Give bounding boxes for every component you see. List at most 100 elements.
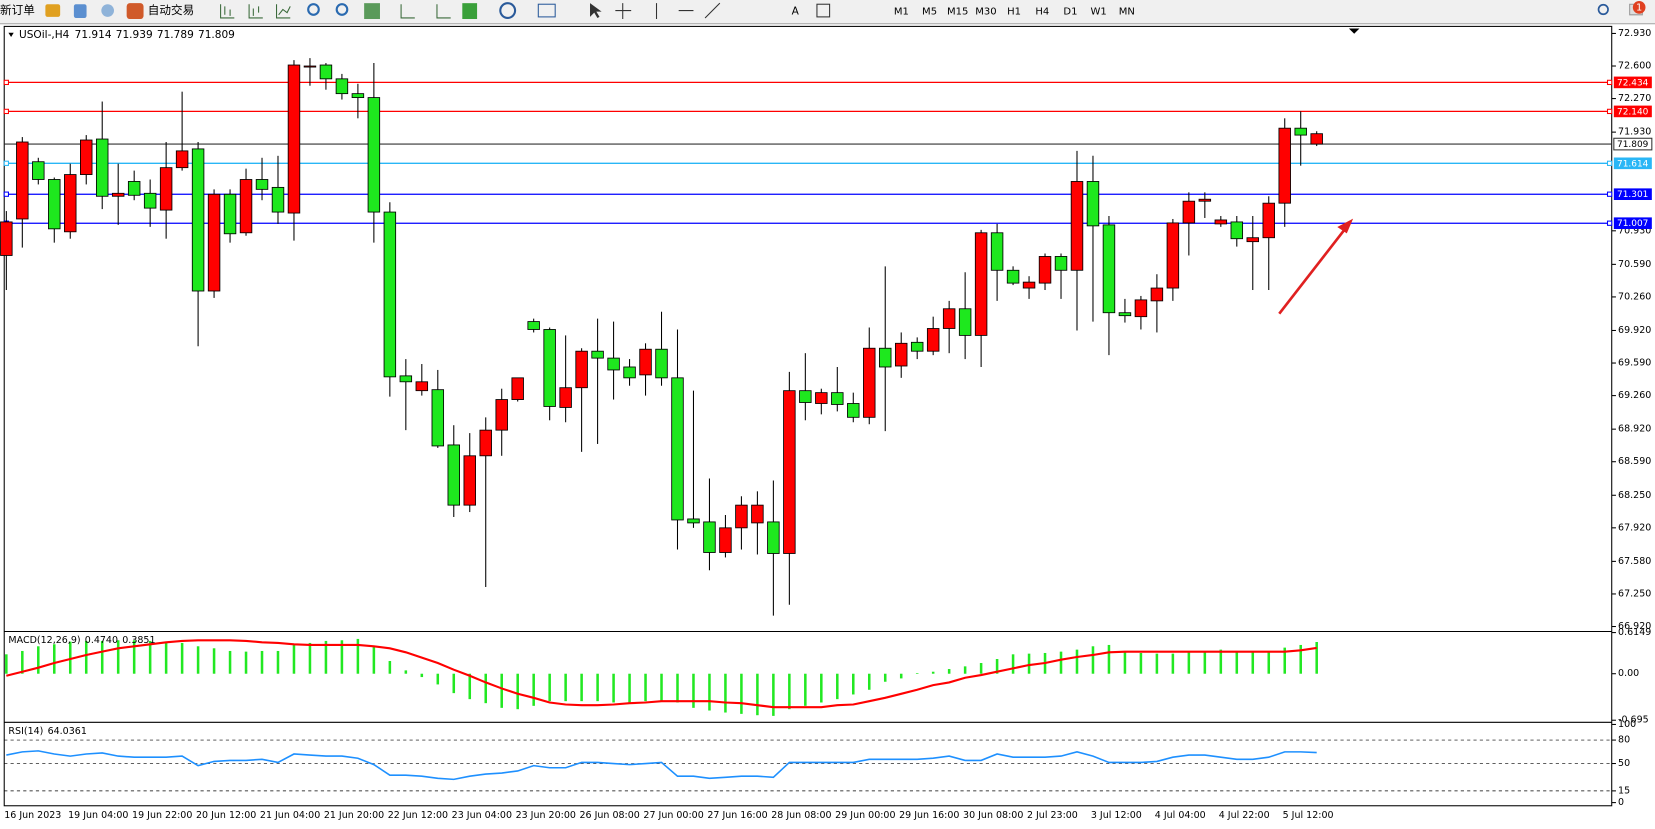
y-tick-label: 67.920 [1618,522,1651,533]
candle-body [1150,287,1164,302]
candle-body [1278,127,1291,204]
timeframe-label[interactable]: M30 [975,7,996,18]
rsi-value: 64.0361 [48,725,87,736]
y-tick-label: 70.930 [1618,225,1651,236]
templates-icon[interactable] [537,3,556,18]
notification-badge[interactable] [1632,1,1646,14]
timeframe-label[interactable]: M5 [922,7,937,18]
candle-body [575,350,588,389]
macd-bar [452,673,456,694]
candle-body [831,392,844,405]
candle-body [559,387,572,408]
candle-body [847,403,860,418]
drawing-tools[interactable] [615,2,721,20]
zoom-in-icon[interactable] [307,3,320,16]
macd-bar [388,661,392,674]
rsi-line [6,750,1317,781]
macd-bar [963,666,967,674]
y-tick-label: 68.590 [1618,456,1651,467]
macd-bar [756,673,759,716]
plot-area: 72.930 72.600 72.270 71.930 70.930 70.590 70.2… [0,28,1653,821]
macd-bar [1283,647,1287,674]
candle-body [1262,202,1275,239]
timeframe-label[interactable]: M15 [947,7,968,18]
toolbar-icon[interactable] [45,4,61,17]
signal-value: 0.3851 [122,634,155,645]
notification-count: 1 [1636,2,1642,13]
timeframe-label[interactable]: H4 [1035,7,1049,18]
search-icon[interactable] [1597,3,1609,16]
timeframe-label[interactable]: M1 [894,7,909,18]
open-value: 71.914 [75,29,112,41]
y-tick-label: 72.270 [1618,93,1651,104]
candle-body [1310,133,1323,145]
new-order-button[interactable]: 新订单 [0,3,35,17]
price-label-box [1613,188,1652,201]
candle-body [511,377,524,400]
label-tool[interactable] [816,3,831,18]
macd-bar [1155,653,1159,674]
annotation-arrow [1278,227,1347,315]
auto-trading-icon[interactable] [126,3,144,20]
candle-body [1054,256,1068,271]
candle-body [607,357,620,371]
macd-bar [740,673,743,714]
macd-bar [292,644,296,674]
candle-body [1246,237,1260,243]
toolbar-icon[interactable] [248,4,263,19]
macd-bar [1203,650,1207,674]
macd-value: 0.4740 [85,634,118,645]
toolbar-icon[interactable] [220,4,235,19]
candle-body [719,527,732,553]
line-handle [1606,160,1613,166]
toolbar-icon[interactable] [276,4,291,19]
toolbar-icon[interactable] [364,3,380,20]
candle-body [799,390,812,403]
zoom-out-icon[interactable] [335,3,349,16]
timeframe-label[interactable]: H1 [1007,7,1021,18]
macd-bar [356,638,360,674]
indicators-icon[interactable] [462,3,478,20]
cursor-icon[interactable] [590,3,602,18]
candle-body [815,392,828,404]
x-tick-label: 19 Jun 22:00 [132,810,192,821]
y-tick-label: 50 [1618,758,1630,769]
line-handle [3,108,9,115]
signal-line [6,639,1317,709]
auto-trading-button[interactable]: 自动交易 [148,3,194,17]
text-tool[interactable]: A [792,6,800,18]
toolbar-icon[interactable] [101,4,114,17]
timeframe-label[interactable]: MN [1119,7,1135,18]
candle-body [223,193,237,235]
macd-bar [596,673,599,702]
toolbar-icon[interactable] [73,4,87,18]
price-label-box [1613,105,1652,118]
macd-bar [308,642,312,674]
macd-bar [1187,651,1191,674]
periods-icon[interactable] [499,2,517,20]
macd-bar [1075,649,1079,674]
x-tick-label: 4 Jul 04:00 [1155,810,1206,821]
candle-body [879,347,892,368]
x-tick-label: 5 Jul 12:00 [1283,810,1334,821]
y-tick-label: 100 [1618,719,1636,730]
candle-body [1086,181,1100,227]
timeframe-label[interactable]: D1 [1063,7,1077,18]
current-price-label: 71.809 [1617,140,1649,150]
candle-body [942,308,956,329]
candle-body [463,455,476,506]
candle-body [974,232,988,336]
candle-body [1070,181,1084,271]
candle-body [447,444,461,506]
toolbar-icon[interactable] [400,4,451,19]
y-tick-label: 69.260 [1618,390,1651,401]
y-tick-label: 80 [1618,735,1630,746]
candle-body [990,232,1004,271]
x-tick-label: 22 Jun 12:00 [388,810,448,821]
macd-bar [692,673,695,708]
chart-frame [3,25,1613,807]
y-tick-label: 69.590 [1618,358,1651,369]
candle-body [191,148,205,292]
timeframe-label[interactable]: W1 [1091,7,1107,18]
